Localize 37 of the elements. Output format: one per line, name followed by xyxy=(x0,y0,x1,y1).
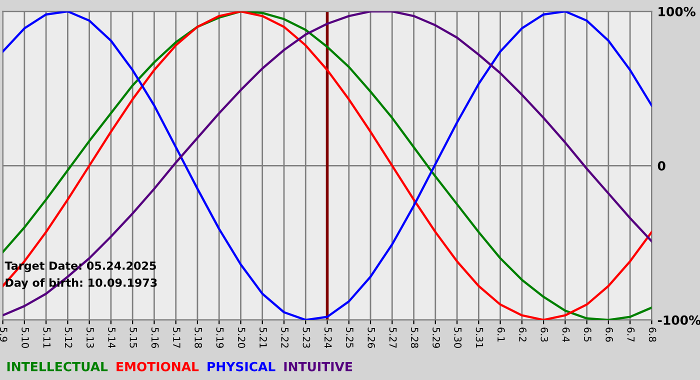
x-tick-label: 5.31 xyxy=(476,328,484,348)
x-tick-label: 5.15 xyxy=(130,328,137,348)
x-tick-label: 5.26 xyxy=(368,328,376,348)
text: EMOTIONAL xyxy=(116,362,199,372)
x-tick-label: 5.10 xyxy=(22,328,29,348)
x-tick-label: 5.9 xyxy=(0,328,8,342)
x-tick-label: 6.5 xyxy=(584,328,592,342)
x-tick-label: 6.3 xyxy=(540,328,548,342)
x-tick-label: 5.12 xyxy=(64,328,72,348)
y-tick-label: 0 xyxy=(658,161,666,171)
y-tick-label: 100% xyxy=(658,6,696,16)
x-tick-label: 5.28 xyxy=(410,328,418,348)
x-tick-label: 6.6 xyxy=(606,328,613,342)
x-tick-label: 5.11 xyxy=(43,328,50,348)
x-tick-label: 5.18 xyxy=(194,328,202,348)
x-tick-label: 5.23 xyxy=(302,328,310,348)
x-tick-label: 5.13 xyxy=(86,328,94,348)
x-tick-label: 5.30 xyxy=(454,328,462,348)
x-tick-label: 5.27 xyxy=(389,328,397,348)
x-tick-label: 6.1 xyxy=(497,328,505,342)
x-tick-label: 6.8 xyxy=(648,328,656,342)
x-tick-label: 5.20 xyxy=(238,328,246,348)
x-tick-label: 5.19 xyxy=(216,328,224,348)
x-tick-label: 5.14 xyxy=(108,328,116,348)
text: PHYSICAL xyxy=(208,362,276,372)
text: INTUITIVE xyxy=(284,362,352,372)
x-tick-label: 5.17 xyxy=(173,328,180,348)
x-tick-label: 5.21 xyxy=(260,328,267,348)
x-tick-label: 5.22 xyxy=(281,328,289,348)
x-tick-label: 5.29 xyxy=(432,328,440,348)
x-tick-label: 6.4 xyxy=(562,328,570,342)
x-tick-label: 5.16 xyxy=(151,328,159,348)
x-tick-label: 5.25 xyxy=(346,328,354,348)
x-tick-label: 5.24 xyxy=(324,328,332,348)
x-tick-label: 6.7 xyxy=(627,328,635,342)
text: INTELLECTUAL xyxy=(7,362,108,372)
x-tick-label: 6.2 xyxy=(519,328,526,342)
